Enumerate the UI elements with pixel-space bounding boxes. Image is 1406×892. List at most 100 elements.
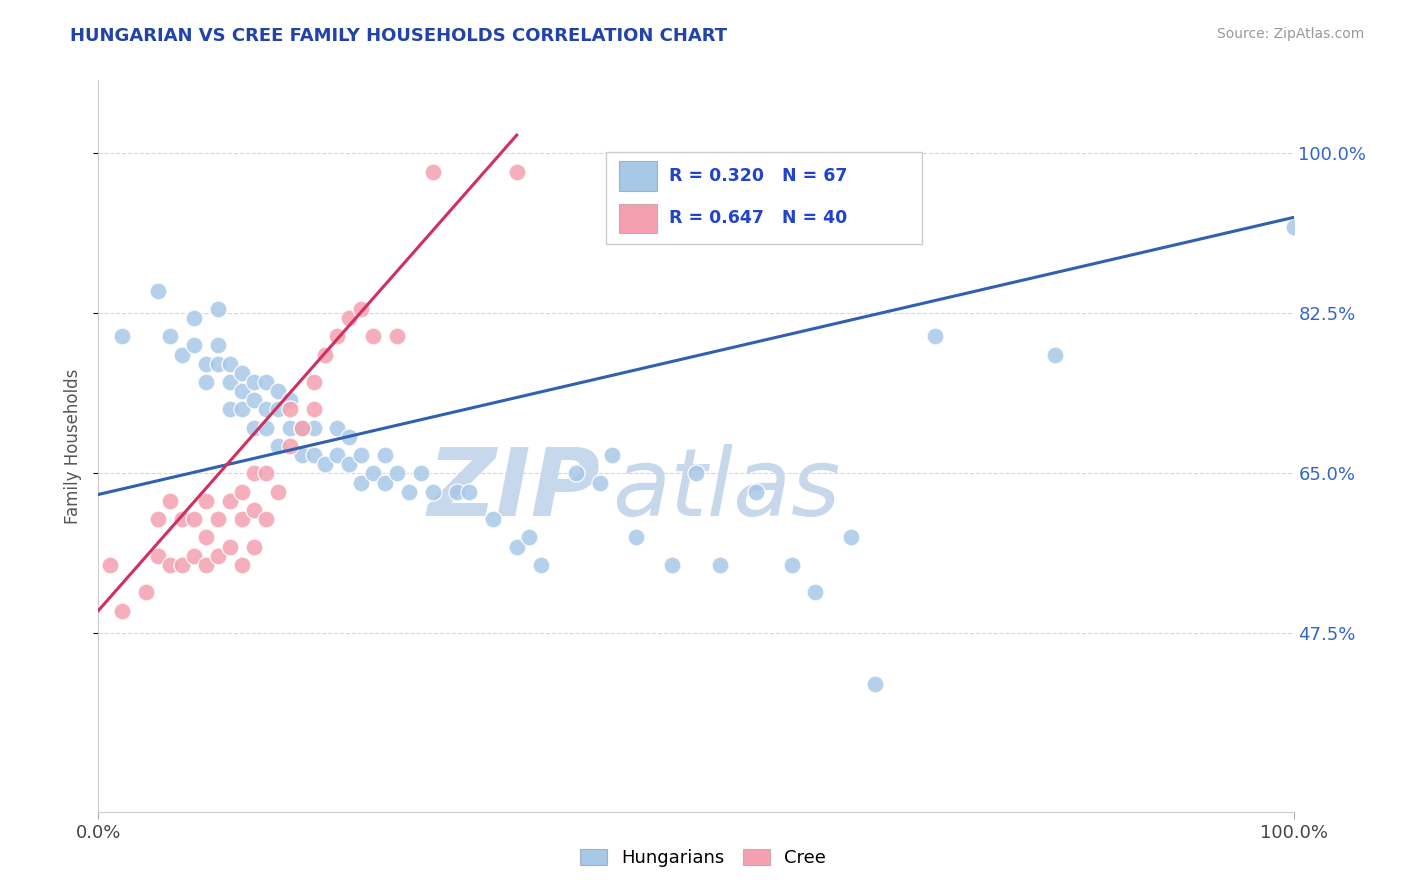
Point bbox=[231, 402, 253, 417]
Point bbox=[363, 329, 385, 343]
Text: atlas: atlas bbox=[613, 444, 841, 535]
Point bbox=[398, 484, 420, 499]
Point bbox=[172, 512, 194, 526]
Point bbox=[219, 375, 242, 389]
Bar bbox=[619, 161, 657, 191]
Point bbox=[1282, 219, 1305, 234]
Point bbox=[302, 421, 325, 435]
Point bbox=[411, 467, 433, 481]
Point bbox=[804, 585, 827, 599]
Point bbox=[278, 439, 301, 453]
Point bbox=[219, 357, 242, 371]
Point bbox=[326, 329, 349, 343]
Point bbox=[254, 467, 277, 481]
Point bbox=[254, 421, 277, 435]
Point bbox=[254, 512, 277, 526]
Point bbox=[278, 402, 301, 417]
Point bbox=[291, 421, 314, 435]
Point bbox=[231, 384, 253, 399]
Point bbox=[207, 549, 229, 563]
Point bbox=[422, 164, 444, 178]
Point bbox=[195, 494, 218, 508]
Point bbox=[195, 375, 218, 389]
Point bbox=[374, 475, 396, 490]
Point bbox=[195, 357, 218, 371]
Point bbox=[350, 475, 373, 490]
Point bbox=[172, 347, 194, 362]
Point bbox=[172, 558, 194, 572]
Point bbox=[159, 558, 181, 572]
Point bbox=[530, 558, 553, 572]
Point bbox=[709, 558, 731, 572]
Point bbox=[302, 375, 325, 389]
Point bbox=[207, 357, 229, 371]
Point bbox=[326, 421, 349, 435]
Point bbox=[661, 558, 683, 572]
Point bbox=[231, 558, 253, 572]
Point bbox=[219, 494, 242, 508]
Point bbox=[111, 329, 134, 343]
Point bbox=[446, 484, 468, 499]
Point bbox=[195, 558, 218, 572]
FancyBboxPatch shape bbox=[606, 152, 922, 244]
Point bbox=[254, 375, 277, 389]
Point bbox=[267, 384, 290, 399]
Point bbox=[98, 558, 122, 572]
Point bbox=[385, 467, 409, 481]
Point bbox=[374, 448, 396, 462]
Point bbox=[506, 164, 529, 178]
Point bbox=[339, 457, 361, 471]
Point bbox=[207, 301, 229, 316]
Point bbox=[111, 603, 134, 617]
Point bbox=[685, 467, 707, 481]
Point bbox=[350, 301, 373, 316]
Point bbox=[363, 467, 385, 481]
Point bbox=[267, 439, 290, 453]
Point bbox=[841, 530, 863, 544]
Point bbox=[148, 549, 170, 563]
Point bbox=[326, 448, 349, 462]
Point bbox=[231, 512, 253, 526]
Point bbox=[231, 366, 253, 380]
Point bbox=[780, 558, 803, 572]
Point bbox=[183, 549, 205, 563]
Point bbox=[243, 467, 266, 481]
Point bbox=[254, 402, 277, 417]
Point bbox=[207, 512, 229, 526]
Point bbox=[243, 540, 266, 554]
Point bbox=[315, 347, 337, 362]
Point bbox=[506, 540, 529, 554]
Point bbox=[291, 448, 314, 462]
Point bbox=[385, 329, 409, 343]
Point bbox=[458, 484, 481, 499]
Text: R = 0.647   N = 40: R = 0.647 N = 40 bbox=[669, 210, 848, 227]
Point bbox=[243, 375, 266, 389]
Point bbox=[626, 530, 648, 544]
Point bbox=[243, 393, 266, 408]
Point bbox=[315, 457, 337, 471]
Point bbox=[481, 512, 505, 526]
Point bbox=[267, 402, 290, 417]
Y-axis label: Family Households: Family Households bbox=[63, 368, 82, 524]
Point bbox=[278, 421, 301, 435]
Point bbox=[350, 448, 373, 462]
Point bbox=[422, 484, 444, 499]
Point bbox=[302, 402, 325, 417]
Point bbox=[231, 484, 253, 499]
Point bbox=[183, 512, 205, 526]
Point bbox=[278, 393, 301, 408]
Point bbox=[183, 338, 205, 352]
Point bbox=[195, 530, 218, 544]
Point bbox=[243, 503, 266, 517]
Point bbox=[302, 448, 325, 462]
Point bbox=[159, 329, 181, 343]
Legend: Hungarians, Cree: Hungarians, Cree bbox=[572, 841, 834, 874]
Point bbox=[339, 430, 361, 444]
Point bbox=[565, 467, 588, 481]
Point bbox=[924, 329, 946, 343]
Point bbox=[339, 311, 361, 326]
Text: HUNGARIAN VS CREE FAMILY HOUSEHOLDS CORRELATION CHART: HUNGARIAN VS CREE FAMILY HOUSEHOLDS CORR… bbox=[70, 27, 727, 45]
Point bbox=[219, 540, 242, 554]
Point bbox=[148, 512, 170, 526]
Point bbox=[219, 402, 242, 417]
